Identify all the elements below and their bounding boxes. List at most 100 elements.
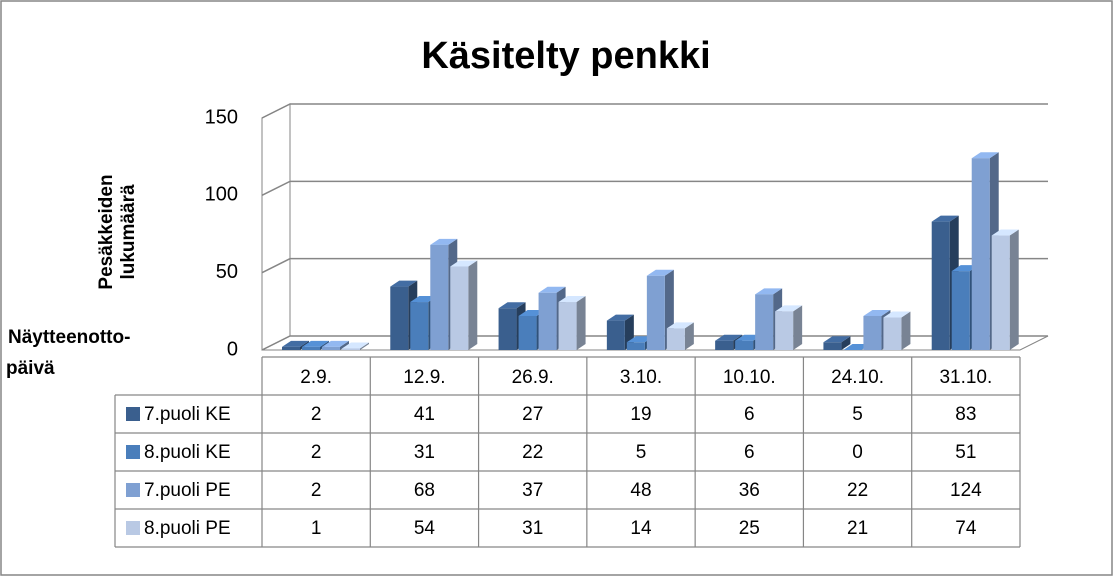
legend-swatch xyxy=(126,445,140,459)
bar xyxy=(390,286,409,350)
bar-top xyxy=(498,302,526,309)
bar xyxy=(606,320,625,350)
legend-label: 8.puoli KE xyxy=(144,442,231,463)
table-value: 2 xyxy=(311,404,322,425)
x-axis-title: päivä xyxy=(6,358,55,379)
bar xyxy=(951,271,970,350)
legend-label: 8.puoli PE xyxy=(144,518,231,539)
bar-side xyxy=(684,322,694,350)
bar-top xyxy=(666,322,694,329)
bar xyxy=(558,302,577,350)
x-tick-label: 10.10. xyxy=(723,367,776,388)
bar-top xyxy=(823,336,851,343)
bar xyxy=(410,302,429,350)
bar xyxy=(626,342,645,350)
y-tick-label: 150 xyxy=(205,106,238,128)
bar xyxy=(518,315,537,350)
bar-top xyxy=(991,229,1019,236)
table-value: 2 xyxy=(311,480,322,501)
bar-top xyxy=(302,340,329,347)
bar-top xyxy=(390,280,418,287)
bar-top xyxy=(755,288,783,295)
bar-top xyxy=(931,215,959,222)
bar xyxy=(735,340,754,350)
bar-top xyxy=(646,269,674,276)
bar xyxy=(775,311,794,350)
bar xyxy=(755,294,774,350)
bar-side xyxy=(360,342,369,350)
bar-top xyxy=(606,314,634,321)
bar xyxy=(666,328,685,350)
table-value: 31 xyxy=(522,518,543,539)
x-tick-label: 12.9. xyxy=(403,367,445,388)
y-tick-label: 0 xyxy=(227,338,238,360)
table-value: 0 xyxy=(852,442,863,463)
bar xyxy=(991,235,1010,350)
y-tick-label: 50 xyxy=(216,261,238,283)
chart-title: Käsitelty penkki xyxy=(421,35,710,77)
bar-top xyxy=(450,260,478,267)
grid-line xyxy=(261,257,1048,274)
grid-line xyxy=(261,103,1048,119)
x-tick-label: 3.10. xyxy=(620,367,662,388)
y-axis-title-line: Pesäkkeiden xyxy=(96,174,117,289)
table-value: 2 xyxy=(311,442,322,463)
bar xyxy=(342,348,360,350)
table-value: 25 xyxy=(739,518,760,539)
bar-top xyxy=(322,340,349,347)
bar-side xyxy=(576,296,586,350)
table-value: 6 xyxy=(744,442,755,463)
table-value: 68 xyxy=(414,480,435,501)
table-value: 41 xyxy=(414,404,435,425)
table-value: 5 xyxy=(852,404,863,425)
bar xyxy=(450,266,469,350)
x-axis-title: Näytteenotto- xyxy=(8,327,130,348)
bar xyxy=(430,244,449,350)
y-tick-label: 100 xyxy=(205,184,238,206)
bar-top xyxy=(971,152,999,159)
bar xyxy=(322,346,340,350)
grid-line xyxy=(261,180,1048,197)
table-value: 83 xyxy=(955,404,976,425)
x-tick-label: 24.10. xyxy=(831,367,884,388)
table-value: 37 xyxy=(522,480,543,501)
bar-side xyxy=(901,311,911,350)
bar-top xyxy=(715,334,743,341)
bar-top xyxy=(558,296,586,303)
table-value: 19 xyxy=(630,404,651,425)
bar-top xyxy=(538,286,566,293)
legend-swatch xyxy=(126,521,140,535)
table-value: 124 xyxy=(950,480,982,501)
bar-side xyxy=(1009,229,1019,350)
bar-top xyxy=(883,311,911,318)
bar-top xyxy=(342,342,369,349)
table-value: 21 xyxy=(847,518,868,539)
bar xyxy=(302,346,320,350)
x-tick-label: 26.9. xyxy=(512,367,554,388)
bar-side xyxy=(841,336,851,350)
bar-top xyxy=(430,238,458,245)
legend-label: 7.puoli KE xyxy=(144,404,231,425)
legend-swatch xyxy=(126,407,140,421)
bar xyxy=(931,221,950,350)
bar xyxy=(863,315,882,350)
table-value: 6 xyxy=(744,404,755,425)
legend-swatch xyxy=(126,483,140,497)
table-value: 5 xyxy=(636,442,647,463)
bar-side xyxy=(793,305,803,350)
x-tick-label: 2.9. xyxy=(300,367,332,388)
y-axis-title: Pesäkkeidenlukumäärä xyxy=(96,174,139,289)
bar xyxy=(538,292,557,350)
bar xyxy=(498,308,517,350)
table-value: 1 xyxy=(311,518,322,539)
bar-side xyxy=(468,260,478,350)
bar-side xyxy=(340,340,349,350)
table-value: 54 xyxy=(414,518,436,539)
bar xyxy=(883,317,902,350)
table-value: 51 xyxy=(955,442,976,463)
table-value: 74 xyxy=(955,518,977,539)
bar xyxy=(646,275,665,350)
bar-top xyxy=(775,305,803,312)
table-value: 31 xyxy=(414,442,435,463)
